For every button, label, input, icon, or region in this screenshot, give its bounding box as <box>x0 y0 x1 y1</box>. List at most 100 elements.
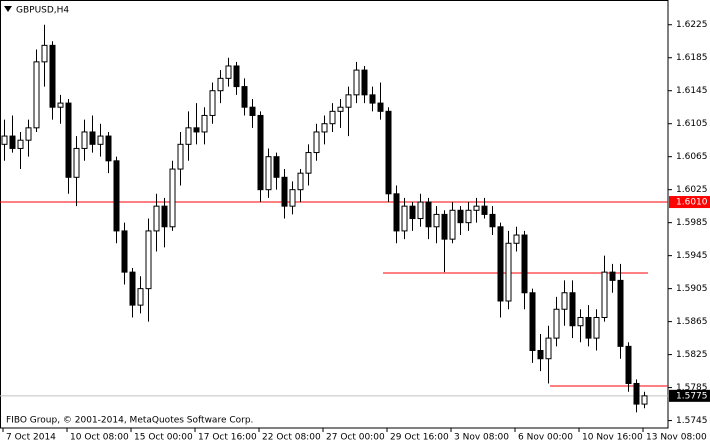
y-tick-label: 1.5745 <box>676 416 708 426</box>
candle-body <box>537 349 544 360</box>
y-tick-label: 1.6065 <box>676 152 708 162</box>
candle-body <box>305 152 312 174</box>
candle-body <box>129 271 136 306</box>
candle-body <box>441 213 448 240</box>
y-tick-label: 1.5865 <box>676 317 708 327</box>
candle-body <box>369 94 376 104</box>
candle-body <box>105 135 112 162</box>
plot-frame <box>0 0 669 429</box>
bid-label: 1.5775 <box>676 391 708 401</box>
x-tick-label: 3 Nov 08:00 <box>454 433 509 443</box>
candle-body <box>73 147 80 178</box>
candle-body <box>409 205 416 220</box>
candle-body <box>265 156 272 191</box>
candle-body <box>601 271 608 318</box>
candle-body <box>113 160 120 232</box>
level-box <box>669 196 710 209</box>
candle-body <box>297 172 304 191</box>
candle-body <box>393 193 400 232</box>
x-tick-label: 10 Nov 16:00 <box>582 433 643 443</box>
y-tick-label: 1.6025 <box>676 185 708 195</box>
candle-body <box>417 201 424 220</box>
candle-body <box>201 114 208 133</box>
candle-body <box>49 44 56 108</box>
candle-body <box>89 131 96 145</box>
candle-body <box>1 135 8 145</box>
candle-body <box>41 44 48 63</box>
x-tick-label: 15 Oct 00:00 <box>134 433 193 443</box>
candle-body <box>249 106 256 116</box>
y-tick-label: 1.5985 <box>676 218 708 228</box>
bid-box <box>669 389 710 402</box>
candle-body <box>497 226 504 302</box>
candle-body <box>33 61 40 129</box>
y-tick-label: 1.5785 <box>676 383 708 393</box>
chart-title: GBPUSD,H4 <box>16 6 69 16</box>
candle-body <box>433 213 440 228</box>
candle-body <box>65 102 72 178</box>
candle-body <box>617 279 624 347</box>
x-tick-label: 29 Oct 16:00 <box>390 433 449 443</box>
y-tick-label: 1.6225 <box>676 20 708 30</box>
candle-body <box>377 102 384 112</box>
candle-body <box>81 131 88 149</box>
candle-body <box>145 230 152 290</box>
candle-body <box>361 69 368 96</box>
candle-body <box>241 86 248 108</box>
candle-body <box>569 292 576 327</box>
candle-body <box>57 102 64 108</box>
x-tick-label: 13 Nov 08:00 <box>646 433 707 443</box>
y-tick-label: 1.5945 <box>676 251 708 261</box>
candle-body <box>465 209 472 224</box>
candle-body <box>489 213 496 228</box>
candle-body <box>449 209 456 240</box>
x-tick-label: 22 Oct 08:00 <box>262 433 321 443</box>
candle-body <box>513 234 520 244</box>
candle-body <box>593 316 600 339</box>
candle-body <box>217 77 224 92</box>
candle-body <box>481 205 488 215</box>
candle-body <box>281 176 288 207</box>
candle-body <box>17 139 24 149</box>
candle-body <box>625 345 632 384</box>
candle-body <box>137 288 144 306</box>
y-tick-label: 1.5905 <box>676 284 708 294</box>
candle-body <box>633 382 640 405</box>
candle-body <box>553 308 560 339</box>
candle-body <box>177 143 184 170</box>
candle-body <box>401 205 408 232</box>
candle-body <box>321 123 328 133</box>
candle-body <box>97 135 104 145</box>
candle-body <box>609 271 616 281</box>
candle-body <box>9 135 16 149</box>
candle-body <box>425 201 432 228</box>
candle-body <box>161 205 168 228</box>
candle-body <box>385 110 392 195</box>
y-tick-label: 1.6185 <box>676 53 708 63</box>
candle-body <box>457 209 464 224</box>
candle-body <box>289 189 296 207</box>
candle-body <box>561 292 568 310</box>
x-tick-label: 27 Oct 00:00 <box>326 433 385 443</box>
level-label: 1.6010 <box>676 198 708 208</box>
candle-body <box>473 205 480 211</box>
candle-body <box>353 69 360 96</box>
candle-body <box>641 395 648 405</box>
x-tick-label: 17 Oct 16:00 <box>198 433 257 443</box>
y-tick-label: 1.6145 <box>676 86 708 96</box>
footer: FIBO Group, © 2001-2014, MetaQuotes Soft… <box>6 416 253 426</box>
y-tick-label: 1.5825 <box>676 350 708 360</box>
x-tick-label: 7 Oct 2014 <box>6 433 56 443</box>
candle-body <box>585 316 592 339</box>
candle-body <box>337 106 344 112</box>
candle-body <box>505 242 512 302</box>
candle-body <box>209 90 216 116</box>
menu-arrow[interactable] <box>4 6 12 12</box>
x-tick-label: 10 Oct 08:00 <box>70 433 129 443</box>
candle-body <box>329 110 336 125</box>
candle-body <box>233 65 240 88</box>
candle-body <box>577 316 584 327</box>
candle-body <box>121 230 128 273</box>
candle-body <box>313 131 320 154</box>
